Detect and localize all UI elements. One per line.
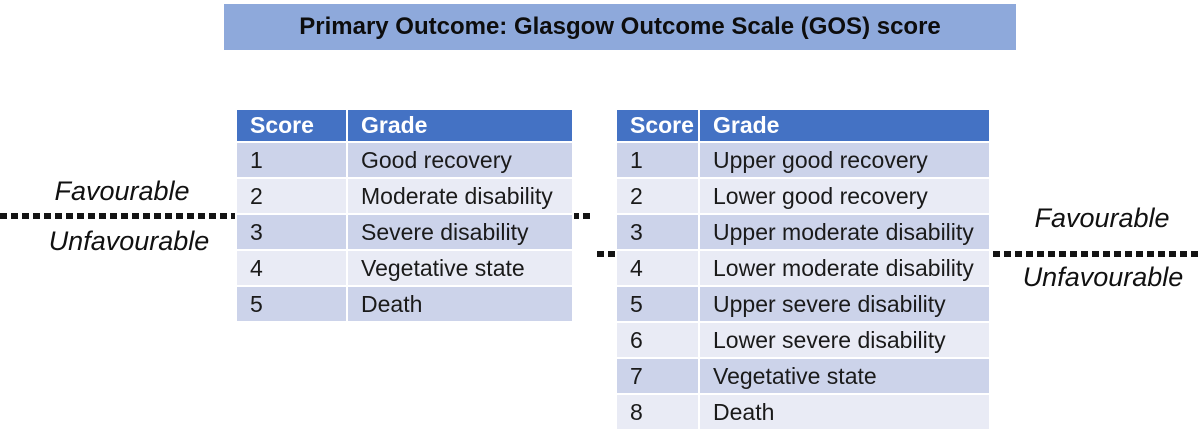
table-header-row: Score Grade xyxy=(615,108,991,143)
table-row: 6 Lower severe disability xyxy=(615,321,991,359)
score-cell: 4 xyxy=(615,249,700,287)
score-cell: 4 xyxy=(235,249,348,287)
grade-column-header: Grade xyxy=(698,108,991,143)
table-row: 1 Good recovery xyxy=(235,141,574,179)
score-cell: 5 xyxy=(235,285,348,323)
score-cell: 2 xyxy=(235,177,348,215)
grade-column-header: Grade xyxy=(346,108,574,143)
score-cell: 8 xyxy=(615,393,700,431)
table-row: 5 Death xyxy=(235,285,574,323)
table-row: 4 Vegetative state xyxy=(235,249,574,287)
grade-cell: Moderate disability xyxy=(346,177,574,215)
table-header-row: Score Grade xyxy=(235,108,574,143)
table-row: 1 Upper good recovery xyxy=(615,141,991,179)
score-column-header: Score xyxy=(615,108,700,143)
title-banner: Primary Outcome: Glasgow Outcome Scale (… xyxy=(224,4,1016,50)
score-cell: 5 xyxy=(615,285,700,323)
table-row: 2 Moderate disability xyxy=(235,177,574,215)
grade-cell: Upper moderate disability xyxy=(698,213,991,251)
grade-cell: Lower moderate disability xyxy=(698,249,991,287)
table-row: 3 Severe disability xyxy=(235,213,574,251)
table-row: 5 Upper severe disability xyxy=(615,285,991,323)
table-row: 2 Lower good recovery xyxy=(615,177,991,215)
table-row: 7 Vegetative state xyxy=(615,357,991,395)
score-cell: 1 xyxy=(615,141,700,179)
grade-cell: Good recovery xyxy=(346,141,574,179)
page-title: Primary Outcome: Glasgow Outcome Scale (… xyxy=(299,13,941,40)
grade-cell: Severe disability xyxy=(346,213,574,251)
gos-score-table: Score Grade 1 Good recovery 2 Moderate d… xyxy=(235,108,574,323)
score-cell: 3 xyxy=(235,213,348,251)
unfavourable-label-right: Unfavourable xyxy=(1022,262,1184,292)
grade-cell: Upper severe disability xyxy=(698,285,991,323)
grade-cell: Death xyxy=(346,285,574,323)
score-column-header: Score xyxy=(235,108,348,143)
grade-cell: Vegetative state xyxy=(698,357,991,395)
grade-cell: Upper good recovery xyxy=(698,141,991,179)
score-cell: 3 xyxy=(615,213,700,251)
table-row: 8 Death xyxy=(615,393,991,431)
score-cell: 6 xyxy=(615,321,700,359)
grade-cell: Vegetative state xyxy=(346,249,574,287)
score-cell: 7 xyxy=(615,357,700,395)
grade-cell: Lower good recovery xyxy=(698,177,991,215)
grade-cell: Lower severe disability xyxy=(698,321,991,359)
favourable-label-left: Favourable xyxy=(54,176,190,206)
unfavourable-label-left: Unfavourable xyxy=(48,226,210,256)
table-row: 3 Upper moderate disability xyxy=(615,213,991,251)
grade-cell: Death xyxy=(698,393,991,431)
gose-score-table: Score Grade 1 Upper good recovery 2 Lowe… xyxy=(615,108,991,431)
favourable-label-right: Favourable xyxy=(1034,203,1170,233)
table-row: 4 Lower moderate disability xyxy=(615,249,991,287)
score-cell: 2 xyxy=(615,177,700,215)
score-cell: 1 xyxy=(235,141,348,179)
